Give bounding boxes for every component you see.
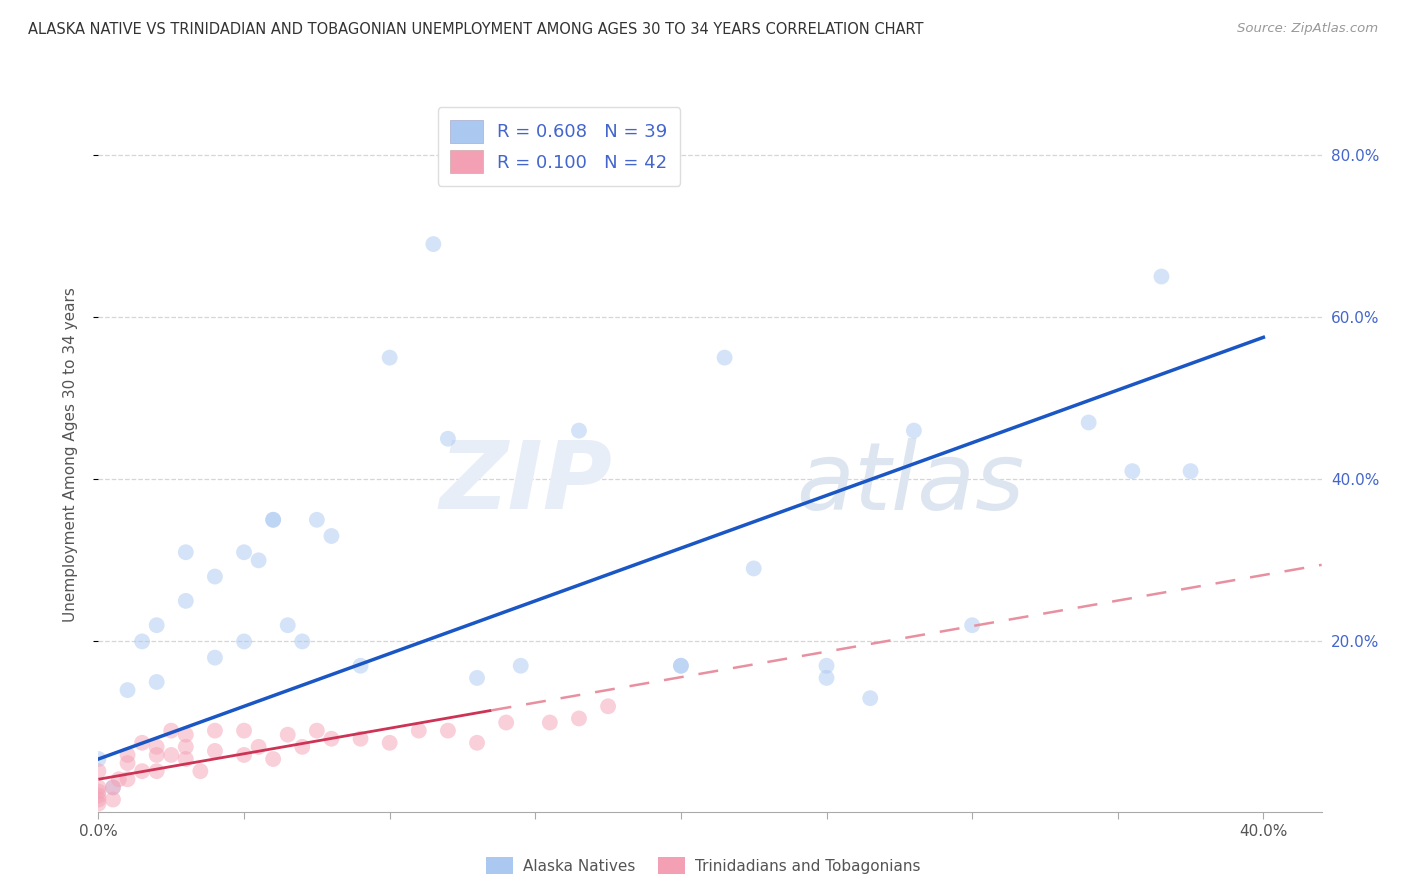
Point (145, 747, 167, 762)
Point (247, 553, 270, 567)
Point (174, 739, 197, 754)
Point (903, 424, 925, 438)
Point (378, 736, 401, 750)
Point (596, 699, 619, 714)
Point (188, 764, 212, 779)
Point (87, 797, 110, 811)
Point (204, 569, 226, 583)
Point (174, 728, 197, 742)
Point (321, 529, 343, 543)
Point (378, 351, 401, 365)
Point (262, 513, 284, 527)
Point (101, 792, 124, 806)
Point (204, 744, 226, 758)
Point (742, 561, 765, 575)
Text: atlas: atlas (796, 438, 1024, 529)
Point (277, 618, 299, 632)
Point (117, 756, 139, 770)
Point (108, 772, 131, 787)
Point (145, 675, 167, 690)
Point (87, 789, 110, 803)
Point (713, 351, 735, 365)
Point (1077, 416, 1099, 430)
Point (349, 731, 371, 746)
Point (145, 618, 167, 632)
Point (568, 711, 591, 725)
Point (1121, 464, 1143, 478)
Point (131, 736, 153, 750)
Point (262, 752, 284, 766)
Point (160, 747, 183, 762)
Point (1150, 269, 1173, 284)
Point (465, 671, 488, 685)
Point (437, 723, 460, 738)
Point (291, 634, 314, 648)
Point (291, 739, 314, 754)
Point (305, 723, 328, 738)
Text: ALASKA NATIVE VS TRINIDADIAN AND TOBAGONIAN UNEMPLOYMENT AMONG AGES 30 TO 34 YEA: ALASKA NATIVE VS TRINIDADIAN AND TOBAGON… (28, 22, 924, 37)
Point (87, 764, 110, 779)
Point (262, 513, 284, 527)
Legend: R = 0.608   N = 39, R = 0.100   N = 42: R = 0.608 N = 39, R = 0.100 N = 42 (437, 107, 681, 186)
Point (960, 618, 983, 632)
Point (145, 764, 167, 779)
Point (538, 715, 561, 730)
Point (422, 237, 444, 252)
Point (233, 723, 256, 738)
Point (87, 792, 110, 806)
Point (101, 780, 124, 795)
Point (669, 658, 692, 673)
Point (117, 772, 139, 787)
Point (87, 780, 110, 795)
Point (305, 513, 328, 527)
Point (568, 424, 591, 438)
Point (131, 764, 153, 779)
Point (233, 634, 256, 648)
Point (233, 545, 256, 559)
Point (495, 715, 517, 730)
Point (145, 739, 167, 754)
Point (669, 658, 692, 673)
Point (160, 723, 183, 738)
Point (204, 723, 226, 738)
Point (1180, 464, 1202, 478)
Point (174, 545, 197, 559)
Point (174, 752, 197, 766)
Y-axis label: Unemployment Among Ages 30 to 34 years: Unemployment Among Ages 30 to 34 years (63, 287, 77, 623)
Point (859, 691, 882, 706)
Point (437, 432, 460, 446)
Point (815, 658, 838, 673)
Legend: Alaska Natives, Trinidadians and Tobagonians: Alaska Natives, Trinidadians and Tobagon… (479, 851, 927, 880)
Point (277, 728, 299, 742)
Point (131, 634, 153, 648)
Text: ZIP: ZIP (439, 437, 612, 530)
Point (174, 594, 197, 608)
Point (87, 752, 110, 766)
Point (233, 747, 256, 762)
Point (465, 736, 488, 750)
Point (815, 671, 838, 685)
Point (509, 658, 531, 673)
Point (87, 784, 110, 798)
Point (321, 731, 343, 746)
Point (117, 683, 139, 698)
Text: Source: ZipAtlas.com: Source: ZipAtlas.com (1237, 22, 1378, 36)
Point (247, 739, 270, 754)
Point (408, 723, 430, 738)
Point (349, 658, 371, 673)
Point (204, 650, 226, 665)
Point (101, 780, 124, 795)
Point (117, 747, 139, 762)
